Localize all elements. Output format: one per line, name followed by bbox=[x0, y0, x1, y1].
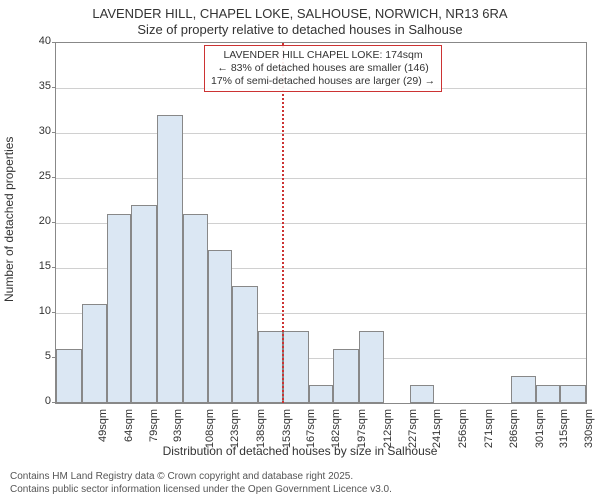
annotation-line-3: 17% of semi-detached houses are larger (… bbox=[211, 75, 435, 88]
y-tick-label: 20 bbox=[35, 215, 51, 227]
y-tick-mark bbox=[52, 42, 56, 43]
histogram-bar bbox=[107, 214, 131, 403]
x-tick-label: 49sqm bbox=[97, 409, 109, 442]
y-tick-label: 25 bbox=[35, 170, 51, 182]
plot-area: LAVENDER HILL CHAPEL LOKE: 174sqm ← 83% … bbox=[55, 42, 587, 404]
y-tick-label: 0 bbox=[35, 395, 51, 407]
y-tick-label: 40 bbox=[35, 35, 51, 47]
histogram-bar bbox=[157, 115, 183, 403]
x-tick-label: 93sqm bbox=[172, 409, 184, 442]
x-tick-label: 108sqm bbox=[204, 409, 216, 448]
y-tick-mark bbox=[52, 267, 56, 268]
chart-container: LAVENDER HILL, CHAPEL LOKE, SALHOUSE, NO… bbox=[0, 0, 600, 500]
x-tick-label: 301sqm bbox=[534, 409, 546, 448]
y-tick-label: 35 bbox=[35, 80, 51, 92]
histogram-bar bbox=[283, 331, 309, 403]
y-tick-mark bbox=[52, 222, 56, 223]
x-tick-label: 256sqm bbox=[457, 409, 469, 448]
y-tick-label: 30 bbox=[35, 125, 51, 137]
annotation-line-1: LAVENDER HILL CHAPEL LOKE: 174sqm bbox=[211, 49, 435, 62]
x-tick-label: 153sqm bbox=[281, 409, 293, 448]
histogram-bar bbox=[536, 385, 560, 403]
y-axis-label: Number of detached properties bbox=[2, 57, 16, 222]
x-tick-label: 241sqm bbox=[431, 409, 443, 448]
footer-copyright-1: Contains HM Land Registry data © Crown c… bbox=[10, 471, 590, 482]
x-tick-label: 286sqm bbox=[508, 409, 520, 448]
grid-line bbox=[56, 133, 586, 134]
histogram-bar bbox=[183, 214, 209, 403]
histogram-bar bbox=[333, 349, 359, 403]
x-tick-label: 212sqm bbox=[382, 409, 394, 448]
annotation-line-2: ← 83% of detached houses are smaller (14… bbox=[211, 62, 435, 75]
y-tick-label: 15 bbox=[35, 260, 51, 272]
chart-title-main: LAVENDER HILL, CHAPEL LOKE, SALHOUSE, NO… bbox=[0, 6, 600, 21]
x-tick-label: 330sqm bbox=[584, 409, 596, 448]
x-tick-label: 227sqm bbox=[407, 409, 419, 448]
x-tick-label: 271sqm bbox=[483, 409, 495, 448]
y-tick-mark bbox=[52, 357, 56, 358]
y-tick-mark bbox=[52, 312, 56, 313]
y-tick-label: 10 bbox=[35, 305, 51, 317]
y-tick-mark bbox=[52, 402, 56, 403]
histogram-bar bbox=[56, 349, 82, 403]
histogram-bar bbox=[258, 331, 284, 403]
marker-line bbox=[282, 43, 284, 403]
x-tick-label: 167sqm bbox=[305, 409, 317, 448]
x-tick-label: 123sqm bbox=[230, 409, 242, 448]
y-tick-label: 5 bbox=[35, 350, 51, 362]
y-tick-mark bbox=[52, 177, 56, 178]
x-tick-label: 64sqm bbox=[123, 409, 135, 442]
histogram-bar bbox=[309, 385, 333, 403]
histogram-bar bbox=[232, 286, 258, 403]
x-tick-label: 197sqm bbox=[356, 409, 368, 448]
footer-copyright-2: Contains public sector information licen… bbox=[10, 484, 590, 495]
histogram-bar bbox=[359, 331, 385, 403]
grid-line bbox=[56, 178, 586, 179]
histogram-bar bbox=[82, 304, 108, 403]
annotation-box: LAVENDER HILL CHAPEL LOKE: 174sqm ← 83% … bbox=[204, 45, 442, 92]
x-tick-label: 315sqm bbox=[558, 409, 570, 448]
x-tick-label: 182sqm bbox=[330, 409, 342, 448]
y-tick-mark bbox=[52, 87, 56, 88]
histogram-bar bbox=[410, 385, 434, 403]
chart-title-sub: Size of property relative to detached ho… bbox=[0, 22, 600, 37]
histogram-bar bbox=[511, 376, 537, 403]
histogram-bar bbox=[208, 250, 232, 403]
x-tick-label: 79sqm bbox=[148, 409, 160, 442]
y-tick-mark bbox=[52, 132, 56, 133]
histogram-bar bbox=[560, 385, 586, 403]
histogram-bar bbox=[131, 205, 157, 403]
x-tick-label: 138sqm bbox=[255, 409, 267, 448]
